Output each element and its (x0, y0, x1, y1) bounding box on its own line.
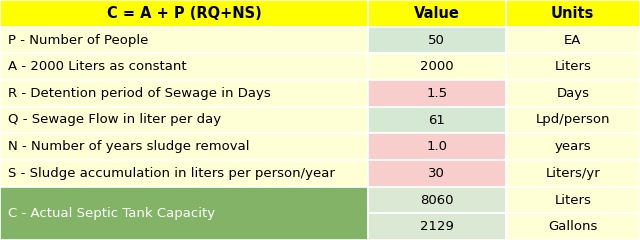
Text: Days: Days (556, 87, 589, 100)
Text: Lpd/person: Lpd/person (536, 114, 610, 126)
FancyBboxPatch shape (506, 0, 640, 27)
FancyBboxPatch shape (506, 160, 640, 187)
FancyBboxPatch shape (506, 53, 640, 80)
FancyBboxPatch shape (506, 213, 640, 240)
Text: 30: 30 (428, 167, 445, 180)
Text: C - Actual Septic Tank Capacity: C - Actual Septic Tank Capacity (8, 207, 215, 220)
FancyBboxPatch shape (368, 213, 506, 240)
Text: 50: 50 (428, 34, 445, 47)
Text: EA: EA (564, 34, 582, 47)
FancyBboxPatch shape (506, 80, 640, 107)
FancyBboxPatch shape (368, 107, 506, 133)
Text: Liters/yr: Liters/yr (545, 167, 600, 180)
Text: Gallons: Gallons (548, 220, 598, 233)
FancyBboxPatch shape (506, 27, 640, 53)
FancyBboxPatch shape (506, 133, 640, 160)
FancyBboxPatch shape (368, 80, 506, 107)
Text: 61: 61 (428, 114, 445, 126)
FancyBboxPatch shape (506, 187, 640, 213)
FancyBboxPatch shape (368, 133, 506, 160)
FancyBboxPatch shape (0, 160, 368, 187)
Text: 2000: 2000 (420, 60, 454, 73)
FancyBboxPatch shape (368, 27, 506, 53)
FancyBboxPatch shape (0, 187, 368, 240)
FancyBboxPatch shape (0, 53, 368, 80)
FancyBboxPatch shape (368, 187, 506, 213)
FancyBboxPatch shape (368, 160, 506, 187)
Text: years: years (554, 140, 591, 153)
Text: R - Detention period of Sewage in Days: R - Detention period of Sewage in Days (8, 87, 271, 100)
Text: Value: Value (414, 6, 460, 21)
FancyBboxPatch shape (0, 80, 368, 107)
Text: Liters: Liters (554, 193, 591, 206)
Text: 2129: 2129 (420, 220, 454, 233)
Text: A - 2000 Liters as constant: A - 2000 Liters as constant (8, 60, 186, 73)
Text: Units: Units (551, 6, 595, 21)
Text: Liters: Liters (554, 60, 591, 73)
FancyBboxPatch shape (506, 107, 640, 133)
FancyBboxPatch shape (0, 133, 368, 160)
FancyBboxPatch shape (368, 53, 506, 80)
FancyBboxPatch shape (0, 0, 368, 27)
Text: Q - Sewage Flow in liter per day: Q - Sewage Flow in liter per day (8, 114, 221, 126)
Text: 1.5: 1.5 (426, 87, 447, 100)
FancyBboxPatch shape (0, 107, 368, 133)
Text: P - Number of People: P - Number of People (8, 34, 148, 47)
Text: S - Sludge accumulation in liters per person/year: S - Sludge accumulation in liters per pe… (8, 167, 335, 180)
Text: 8060: 8060 (420, 193, 454, 206)
FancyBboxPatch shape (368, 0, 506, 27)
FancyBboxPatch shape (0, 27, 368, 53)
Text: N - Number of years sludge removal: N - Number of years sludge removal (8, 140, 249, 153)
Text: 1.0: 1.0 (426, 140, 447, 153)
Text: C = A + P (RQ+NS): C = A + P (RQ+NS) (107, 6, 261, 21)
